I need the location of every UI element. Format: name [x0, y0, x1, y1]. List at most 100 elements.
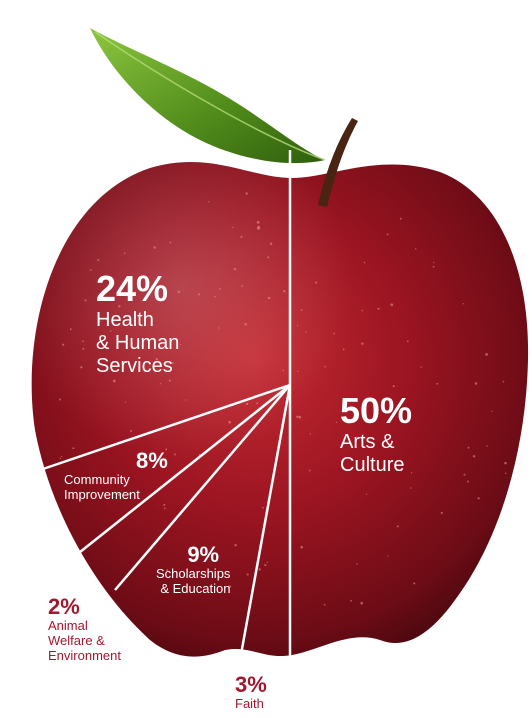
skin-speck	[335, 421, 338, 424]
skin-speck	[420, 366, 422, 368]
skin-speck	[361, 310, 364, 312]
apple-stem	[318, 118, 358, 207]
slice-category: Health & Human Services	[96, 309, 180, 378]
skin-speck	[467, 446, 470, 449]
slice-category: Faith	[235, 696, 264, 712]
skin-speck	[305, 331, 307, 333]
skin-speck	[433, 261, 435, 264]
skin-speck	[298, 415, 302, 419]
skin-speck	[169, 241, 172, 244]
slice-label-scholarships: 9% Scholarships & Education	[156, 542, 230, 597]
skin-speck	[144, 369, 147, 372]
slice-label-animal: 2% Animal Welfare & Environment	[48, 594, 121, 664]
skin-speck	[179, 343, 182, 346]
skin-speck	[118, 305, 121, 308]
skin-speck	[174, 453, 176, 456]
leaf-vein	[94, 31, 326, 161]
skin-speck	[436, 382, 439, 385]
skin-speck	[366, 493, 368, 495]
apple-shine	[31, 161, 529, 657]
skin-speck	[300, 309, 303, 311]
skin-speck	[162, 458, 165, 462]
skin-speck	[262, 506, 264, 509]
skin-speck	[244, 323, 247, 326]
skin-speck	[130, 430, 133, 432]
skin-speck	[208, 201, 210, 203]
skin-speck	[245, 402, 249, 406]
divider-animal-faith	[238, 384, 292, 661]
skin-speck	[256, 402, 259, 405]
skin-speck	[297, 370, 299, 372]
skin-speck	[257, 225, 260, 229]
skin-speck	[198, 454, 201, 456]
skin-speck	[245, 192, 248, 195]
skin-speck	[396, 525, 399, 528]
skin-speck	[177, 290, 180, 293]
skin-speck	[166, 569, 169, 572]
skin-speck	[502, 380, 505, 383]
skin-speck	[432, 265, 435, 268]
slice-category: Community Improvement	[64, 472, 140, 503]
skin-speck	[392, 385, 395, 388]
skin-speck	[123, 252, 126, 255]
skin-speck	[163, 507, 166, 510]
skin-speck	[153, 246, 156, 249]
slice-category: Arts & Culture	[340, 431, 405, 477]
skin-speck	[386, 233, 389, 236]
skin-speck	[165, 448, 168, 451]
skin-speck	[399, 217, 402, 220]
skin-speck	[185, 399, 187, 401]
skin-speck	[356, 400, 359, 402]
slice-percent: 9%	[187, 542, 220, 567]
skin-speck	[59, 457, 62, 459]
skin-speck	[228, 420, 232, 424]
skin-speck	[463, 473, 466, 476]
skin-speck	[258, 568, 261, 571]
skin-speck	[84, 299, 87, 302]
skin-speck	[300, 545, 303, 549]
skin-speck	[124, 401, 127, 404]
divider-community-scholarships	[69, 384, 291, 561]
skin-speck	[315, 281, 318, 284]
slice-category: Animal Welfare & Environment	[48, 618, 121, 664]
apple-leaf	[90, 28, 325, 164]
skin-speck	[350, 599, 352, 602]
skin-speck	[486, 445, 488, 447]
skin-speck	[377, 307, 380, 310]
skin-speck	[59, 398, 62, 401]
skin-speck	[69, 328, 72, 331]
slice-percent: 2%	[48, 594, 80, 619]
skin-speck	[80, 366, 83, 369]
skin-speck	[219, 288, 221, 290]
skin-speck	[160, 383, 162, 385]
skin-speck	[197, 293, 201, 296]
skin-speck	[269, 242, 273, 246]
skin-speck	[110, 330, 112, 332]
skin-speck	[232, 226, 234, 229]
skin-speck	[112, 379, 116, 383]
skin-speck	[171, 361, 174, 364]
skin-speck	[309, 433, 312, 435]
skin-speck	[240, 235, 243, 238]
skin-speck	[485, 353, 488, 356]
skin-speck	[390, 303, 394, 307]
skin-speck	[333, 332, 335, 335]
skin-speck	[89, 269, 92, 271]
skin-speck	[97, 259, 100, 262]
skin-speck	[413, 582, 416, 585]
skin-speck	[387, 555, 389, 557]
skin-speck	[472, 455, 476, 458]
skin-speck	[163, 503, 166, 506]
slice-percent: 8%	[136, 448, 168, 473]
skin-speck	[462, 303, 464, 305]
skin-speck	[233, 267, 237, 271]
slice-category: Scholarships & Education	[156, 566, 231, 597]
skin-speck	[62, 343, 65, 346]
skin-speck	[267, 256, 270, 259]
skin-speck	[323, 603, 326, 606]
divider-scholarships-animal	[114, 384, 291, 591]
slice-percent: 50%	[340, 390, 413, 431]
skin-speck	[410, 472, 413, 474]
skin-speck	[117, 493, 121, 497]
